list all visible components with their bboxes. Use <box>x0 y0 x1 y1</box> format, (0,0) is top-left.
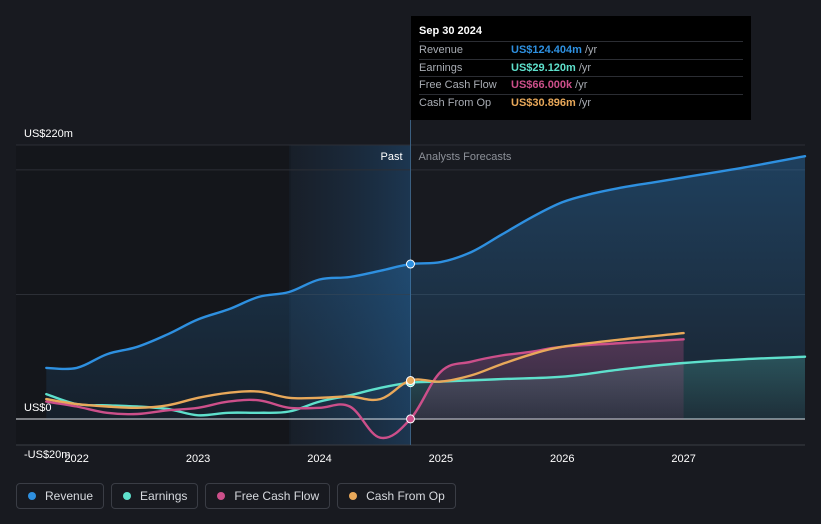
legend-item-earnings[interactable]: Earnings <box>111 483 199 509</box>
x-tick-label: 2023 <box>186 453 210 465</box>
legend: Revenue Earnings Free Cash Flow Cash Fro… <box>16 483 456 509</box>
past-label: Past <box>380 151 402 163</box>
legend-label: Cash From Op <box>366 489 445 503</box>
tooltip-row-revenue: Revenue US$124.404m /yr <box>419 41 743 59</box>
x-tick-label: 2027 <box>671 453 695 465</box>
legend-label: Revenue <box>45 489 94 503</box>
legend-item-fcf[interactable]: Free Cash Flow <box>205 483 331 509</box>
tooltip-label: Cash From Op <box>419 96 492 109</box>
tooltip-unit: /yr <box>578 96 592 109</box>
legend-label: Earnings <box>140 489 188 503</box>
tooltip-value: US$124.404m <box>511 44 582 56</box>
x-tick-label: 2026 <box>550 453 574 465</box>
tooltip-unit: /yr <box>575 79 588 91</box>
x-tick-label: 2025 <box>429 453 453 465</box>
fcf-line <box>45 338 685 440</box>
legend-item-cfo[interactable]: Cash From Op <box>337 483 456 509</box>
tooltip-label: Free Cash Flow <box>419 79 497 91</box>
fcf-marker <box>406 414 415 424</box>
tooltip-row-cfo: Cash From Op US$30.896m /yr <box>419 93 743 112</box>
cfo-dot-icon <box>349 492 358 500</box>
cfo-marker <box>406 376 415 386</box>
fcf-forecast-area <box>410 339 684 419</box>
revenue-line <box>45 155 807 371</box>
tooltip-value: US$29.120m <box>511 61 576 74</box>
y-axis-label: US$0 <box>24 402 52 414</box>
tooltip-date: Sep 30 2024 <box>419 25 482 37</box>
x-tick-label: 2024 <box>307 453 331 465</box>
earnings-dot-icon <box>123 492 132 500</box>
y-axis-label: US$220m <box>24 128 73 140</box>
revenue-dot-icon <box>28 492 36 500</box>
legend-label: Free Cash Flow <box>234 489 320 503</box>
tooltip: Sep 30 2024 Revenue US$124.404m /yr Earn… <box>411 16 751 120</box>
cfo-line <box>45 331 685 410</box>
tooltip-row-earnings: Earnings US$29.120m /yr <box>419 58 743 77</box>
tooltip-unit: /yr <box>578 61 592 74</box>
revenue-marker <box>406 259 415 269</box>
tooltip-value: US$66.000k <box>511 79 573 91</box>
fcf-dot-icon <box>217 492 226 500</box>
tooltip-label: Revenue <box>419 44 464 56</box>
tooltip-row-fcf: Free Cash Flow US$66.000k /yr <box>419 76 743 94</box>
x-tick-label: 2022 <box>64 453 88 465</box>
forecast-label: Analysts Forecasts <box>419 151 512 163</box>
tooltip-value: US$30.896m <box>511 96 576 109</box>
legend-item-revenue[interactable]: Revenue <box>16 483 105 509</box>
tooltip-unit: /yr <box>584 44 598 56</box>
y-axis-label: -US$20m <box>24 449 70 461</box>
tooltip-label: Earnings <box>419 61 463 74</box>
